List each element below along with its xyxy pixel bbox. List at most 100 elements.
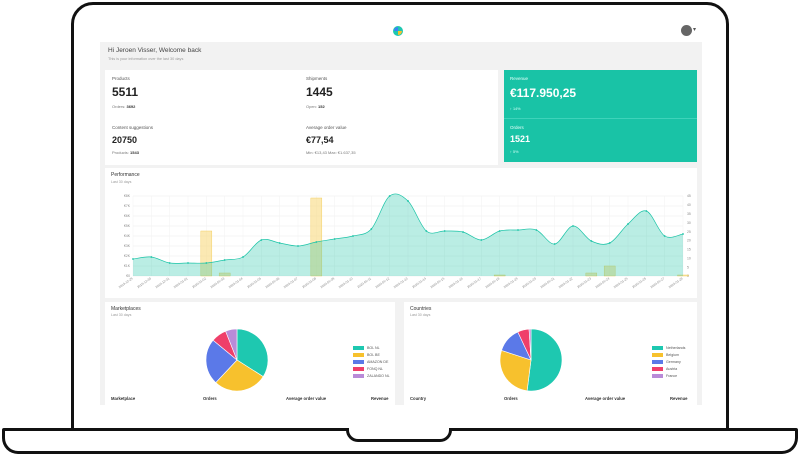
legend-swatch bbox=[652, 345, 663, 350]
countries-pie-chart bbox=[499, 328, 563, 392]
x-tick-label: 2020-01-11 bbox=[356, 276, 372, 289]
legend-swatch bbox=[353, 366, 364, 371]
revenue-orders-panel: Revenue €117.950,25 ↑ 14% Orders 1521 ↑ … bbox=[504, 70, 697, 162]
left-tick-label: €7K bbox=[124, 204, 131, 208]
pie-slice bbox=[215, 359, 264, 392]
x-tick-label: 2020-01-14 bbox=[411, 276, 427, 289]
legend-item[interactable]: FONQ NL bbox=[353, 365, 390, 372]
series-area-fill bbox=[133, 193, 683, 276]
left-tick-label: €6K bbox=[124, 214, 131, 218]
kpi-value: 20750 bbox=[112, 135, 138, 145]
kpi-sub: Orders: 3692 bbox=[112, 104, 136, 109]
legend-item[interactable]: Austria bbox=[652, 365, 685, 372]
x-tick-label: 2020-01-02 bbox=[191, 276, 207, 289]
kpi-label: Products bbox=[112, 76, 130, 81]
legend-item[interactable]: Germany bbox=[652, 358, 685, 365]
right-tick-label: 45 bbox=[687, 194, 691, 198]
bar bbox=[200, 230, 213, 277]
marketplaces-subtitle: Last 30 days bbox=[111, 313, 132, 317]
avatar[interactable] bbox=[681, 25, 692, 36]
col-average-order-value[interactable]: Average order value bbox=[286, 396, 327, 401]
data-point bbox=[535, 229, 538, 231]
col-orders[interactable]: Orders bbox=[203, 396, 217, 401]
legend-item[interactable]: France bbox=[652, 372, 685, 379]
kpi-sub: Open: 152 bbox=[306, 104, 325, 109]
x-tick-label: 2020-01-21 bbox=[540, 276, 556, 289]
bar bbox=[310, 197, 323, 277]
legend-item[interactable]: AMAZON DE bbox=[353, 358, 390, 365]
col-orders[interactable]: Orders bbox=[504, 396, 518, 401]
x-tick-label: 2020-01-28 bbox=[668, 276, 684, 289]
data-point bbox=[553, 243, 556, 245]
legend-label: Netherlands bbox=[666, 345, 686, 350]
right-tick-label: 10 bbox=[687, 256, 691, 260]
revenue-trend: ↑ 14% bbox=[510, 107, 521, 111]
data-point bbox=[443, 230, 446, 232]
right-tick-label: 25 bbox=[687, 230, 691, 234]
legend-item[interactable]: ZALANDO NL bbox=[353, 372, 390, 379]
revenue-value: €117.950,25 bbox=[510, 86, 577, 100]
col-marketplace[interactable]: Marketplace bbox=[111, 396, 136, 401]
col-revenue[interactable]: Revenue bbox=[371, 396, 389, 401]
data-point bbox=[352, 235, 354, 237]
legend-swatch bbox=[652, 352, 663, 357]
x-tick-label: 2020-01-12 bbox=[375, 276, 391, 289]
app-logo-icon[interactable] bbox=[392, 25, 404, 37]
countries-subtitle: Last 30 days bbox=[410, 313, 431, 317]
performance-panel: Performance Last 30 days €0 €1K €2K €3K €4K €… bbox=[105, 168, 697, 298]
kpi-value: 5511 bbox=[112, 85, 139, 99]
chevron-down-icon[interactable]: ▾ bbox=[693, 27, 697, 33]
data-point bbox=[260, 239, 263, 241]
left-tick-label: €0 bbox=[126, 274, 130, 278]
data-point bbox=[278, 242, 281, 244]
right-tick-label: 35 bbox=[687, 212, 691, 216]
legend-item[interactable]: Belgium bbox=[652, 351, 685, 358]
countries-panel: Countries Last 30 days Netherlands Belgiu… bbox=[404, 302, 697, 405]
orders-label: Orders bbox=[510, 125, 524, 130]
legend-swatch bbox=[652, 366, 663, 371]
data-point bbox=[425, 230, 428, 232]
col-average-order-value[interactable]: Average order value bbox=[585, 396, 626, 401]
data-point bbox=[388, 195, 391, 197]
legend-label: Belgium bbox=[666, 352, 679, 357]
legend-label: FONQ NL bbox=[367, 366, 383, 371]
page-title: Hi Jeroen Visser, Welcome back bbox=[108, 47, 202, 54]
legend-label: France bbox=[666, 373, 678, 378]
x-tick-label: 2020-01-01 bbox=[173, 276, 189, 289]
x-tick-label: 2020-01-18 bbox=[485, 276, 501, 289]
data-point bbox=[297, 245, 299, 247]
data-point bbox=[333, 238, 336, 240]
col-revenue[interactable]: Revenue bbox=[670, 396, 688, 401]
legend-swatch bbox=[353, 373, 364, 378]
bar bbox=[677, 274, 689, 277]
x-tick-label: 2020-01-17 bbox=[466, 276, 482, 289]
legend-item[interactable]: Netherlands bbox=[652, 344, 685, 351]
performance-title: Performance bbox=[111, 172, 140, 178]
legend-item[interactable]: BOL NL bbox=[353, 344, 390, 351]
data-point bbox=[480, 239, 483, 241]
data-point bbox=[645, 210, 648, 212]
data-point bbox=[223, 259, 226, 261]
legend-item[interactable]: BOL BE bbox=[353, 351, 390, 358]
right-tick-label: 5 bbox=[687, 265, 689, 269]
data-point bbox=[517, 229, 519, 231]
data-point bbox=[627, 223, 629, 225]
kpi-label: Average order value bbox=[306, 125, 347, 130]
left-tick-label: €8K bbox=[124, 194, 131, 198]
top-bar: ▾ bbox=[100, 20, 702, 42]
bar bbox=[218, 272, 231, 277]
col-country[interactable]: Country bbox=[410, 396, 427, 401]
left-tick-label: €2K bbox=[124, 254, 131, 258]
pie-slice bbox=[528, 328, 532, 361]
data-point bbox=[370, 228, 373, 230]
pie-slice bbox=[205, 339, 238, 384]
marketplaces-pie-chart bbox=[205, 328, 269, 392]
x-tick-label: 2019-12-31 bbox=[155, 276, 171, 289]
data-point bbox=[150, 256, 153, 258]
kpi-content-suggestions: Content suggestions 20750 Products: 1543 bbox=[112, 125, 153, 155]
right-tick-label: 0 bbox=[687, 274, 689, 278]
pie-slice bbox=[225, 328, 238, 361]
x-tick-label: 2019-12-29 bbox=[118, 276, 134, 289]
kpi-products: Products 5511 Orders: 3692 bbox=[112, 76, 138, 109]
marketplaces-legend: BOL NL BOL BE AMAZON DE FONQ NL ZALANDO NL bbox=[353, 344, 390, 379]
